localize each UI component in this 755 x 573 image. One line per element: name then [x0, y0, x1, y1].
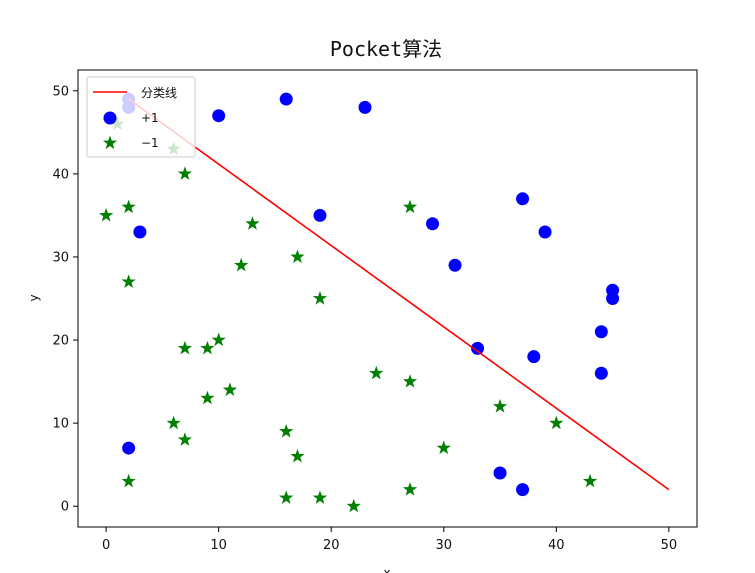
- positive-point: [448, 258, 462, 272]
- x-axis-label: x: [383, 566, 390, 573]
- negative-point: [200, 340, 215, 355]
- negative-point: [402, 199, 418, 214]
- negative-point: [177, 432, 193, 446]
- positive-point: [493, 466, 507, 480]
- positive-point: [594, 366, 608, 380]
- negative-point: [99, 207, 114, 222]
- negative-point: [279, 490, 294, 504]
- y-tick-label: 40: [52, 167, 69, 182]
- positive-point: [212, 109, 226, 123]
- negative-point: [234, 257, 249, 272]
- x-tick-label: 50: [661, 538, 678, 553]
- negative-point: [166, 415, 181, 430]
- negative-point: [211, 332, 226, 347]
- negative-point: [549, 415, 564, 430]
- positive-point: [527, 350, 541, 364]
- x-tick-label: 20: [323, 538, 340, 553]
- legend-label-positive: +1: [141, 111, 159, 125]
- legend-circle-swatch: [103, 111, 117, 125]
- legend-star-shape: [102, 135, 118, 150]
- positive-point: [594, 325, 608, 339]
- negative-point: [290, 448, 305, 463]
- legend-box: [86, 76, 196, 158]
- x-tick-label: 40: [548, 538, 565, 553]
- x-tick-label: 0: [102, 538, 110, 553]
- x-axis: 0 10 20 30 40 50: [102, 527, 677, 553]
- y-tick-label: 30: [52, 250, 69, 265]
- positive-point: [313, 208, 327, 222]
- y-tick-label: 10: [52, 417, 69, 432]
- positive-point: [122, 441, 136, 455]
- positive-point: [516, 192, 530, 206]
- positive-point: [606, 283, 620, 297]
- negative-point: [200, 390, 215, 405]
- negative-point: [436, 440, 451, 455]
- negative-point: [402, 374, 418, 388]
- negative-point: [312, 490, 328, 504]
- negative-point: [177, 166, 193, 180]
- negative-point: [290, 249, 305, 264]
- plot-area-frame: [77, 69, 698, 528]
- positive-point: [426, 217, 440, 231]
- positive-point: [358, 100, 372, 114]
- y-axis-label: y: [27, 294, 41, 301]
- positive-point: [516, 483, 530, 497]
- negative-point: [245, 216, 260, 230]
- negative-point: [402, 482, 418, 496]
- negative-point: [222, 382, 238, 396]
- negative-point: [492, 399, 508, 413]
- negative-point: [312, 291, 328, 305]
- negative-point: [121, 473, 136, 488]
- legend-label-line: 分类线: [141, 86, 177, 100]
- negative-point: [121, 199, 136, 214]
- chart-title: Pocket算法: [330, 37, 442, 61]
- y-tick-label: 0: [61, 500, 69, 515]
- legend-label-negative: −1: [141, 136, 159, 150]
- positive-point: [471, 341, 485, 355]
- negative-point: [582, 473, 598, 488]
- negative-point: [369, 365, 384, 380]
- negative-point: [279, 423, 294, 438]
- x-tick-label: 10: [210, 538, 227, 553]
- y-axis: 0 10 20 30 40 50: [52, 84, 78, 515]
- negative-point: [121, 274, 136, 288]
- y-tick-label: 20: [52, 334, 69, 349]
- positive-point: [279, 92, 293, 106]
- legend: 分类线 +1 −1: [86, 76, 196, 158]
- y-tick-label: 50: [52, 84, 69, 99]
- positive-point: [538, 225, 552, 239]
- positive-point: [133, 225, 147, 239]
- negative-point: [346, 498, 361, 513]
- legend-star-swatch: [102, 135, 118, 150]
- x-tick-label: 30: [435, 538, 452, 553]
- negative-point: [177, 340, 193, 355]
- classification-line: [128, 98, 670, 491]
